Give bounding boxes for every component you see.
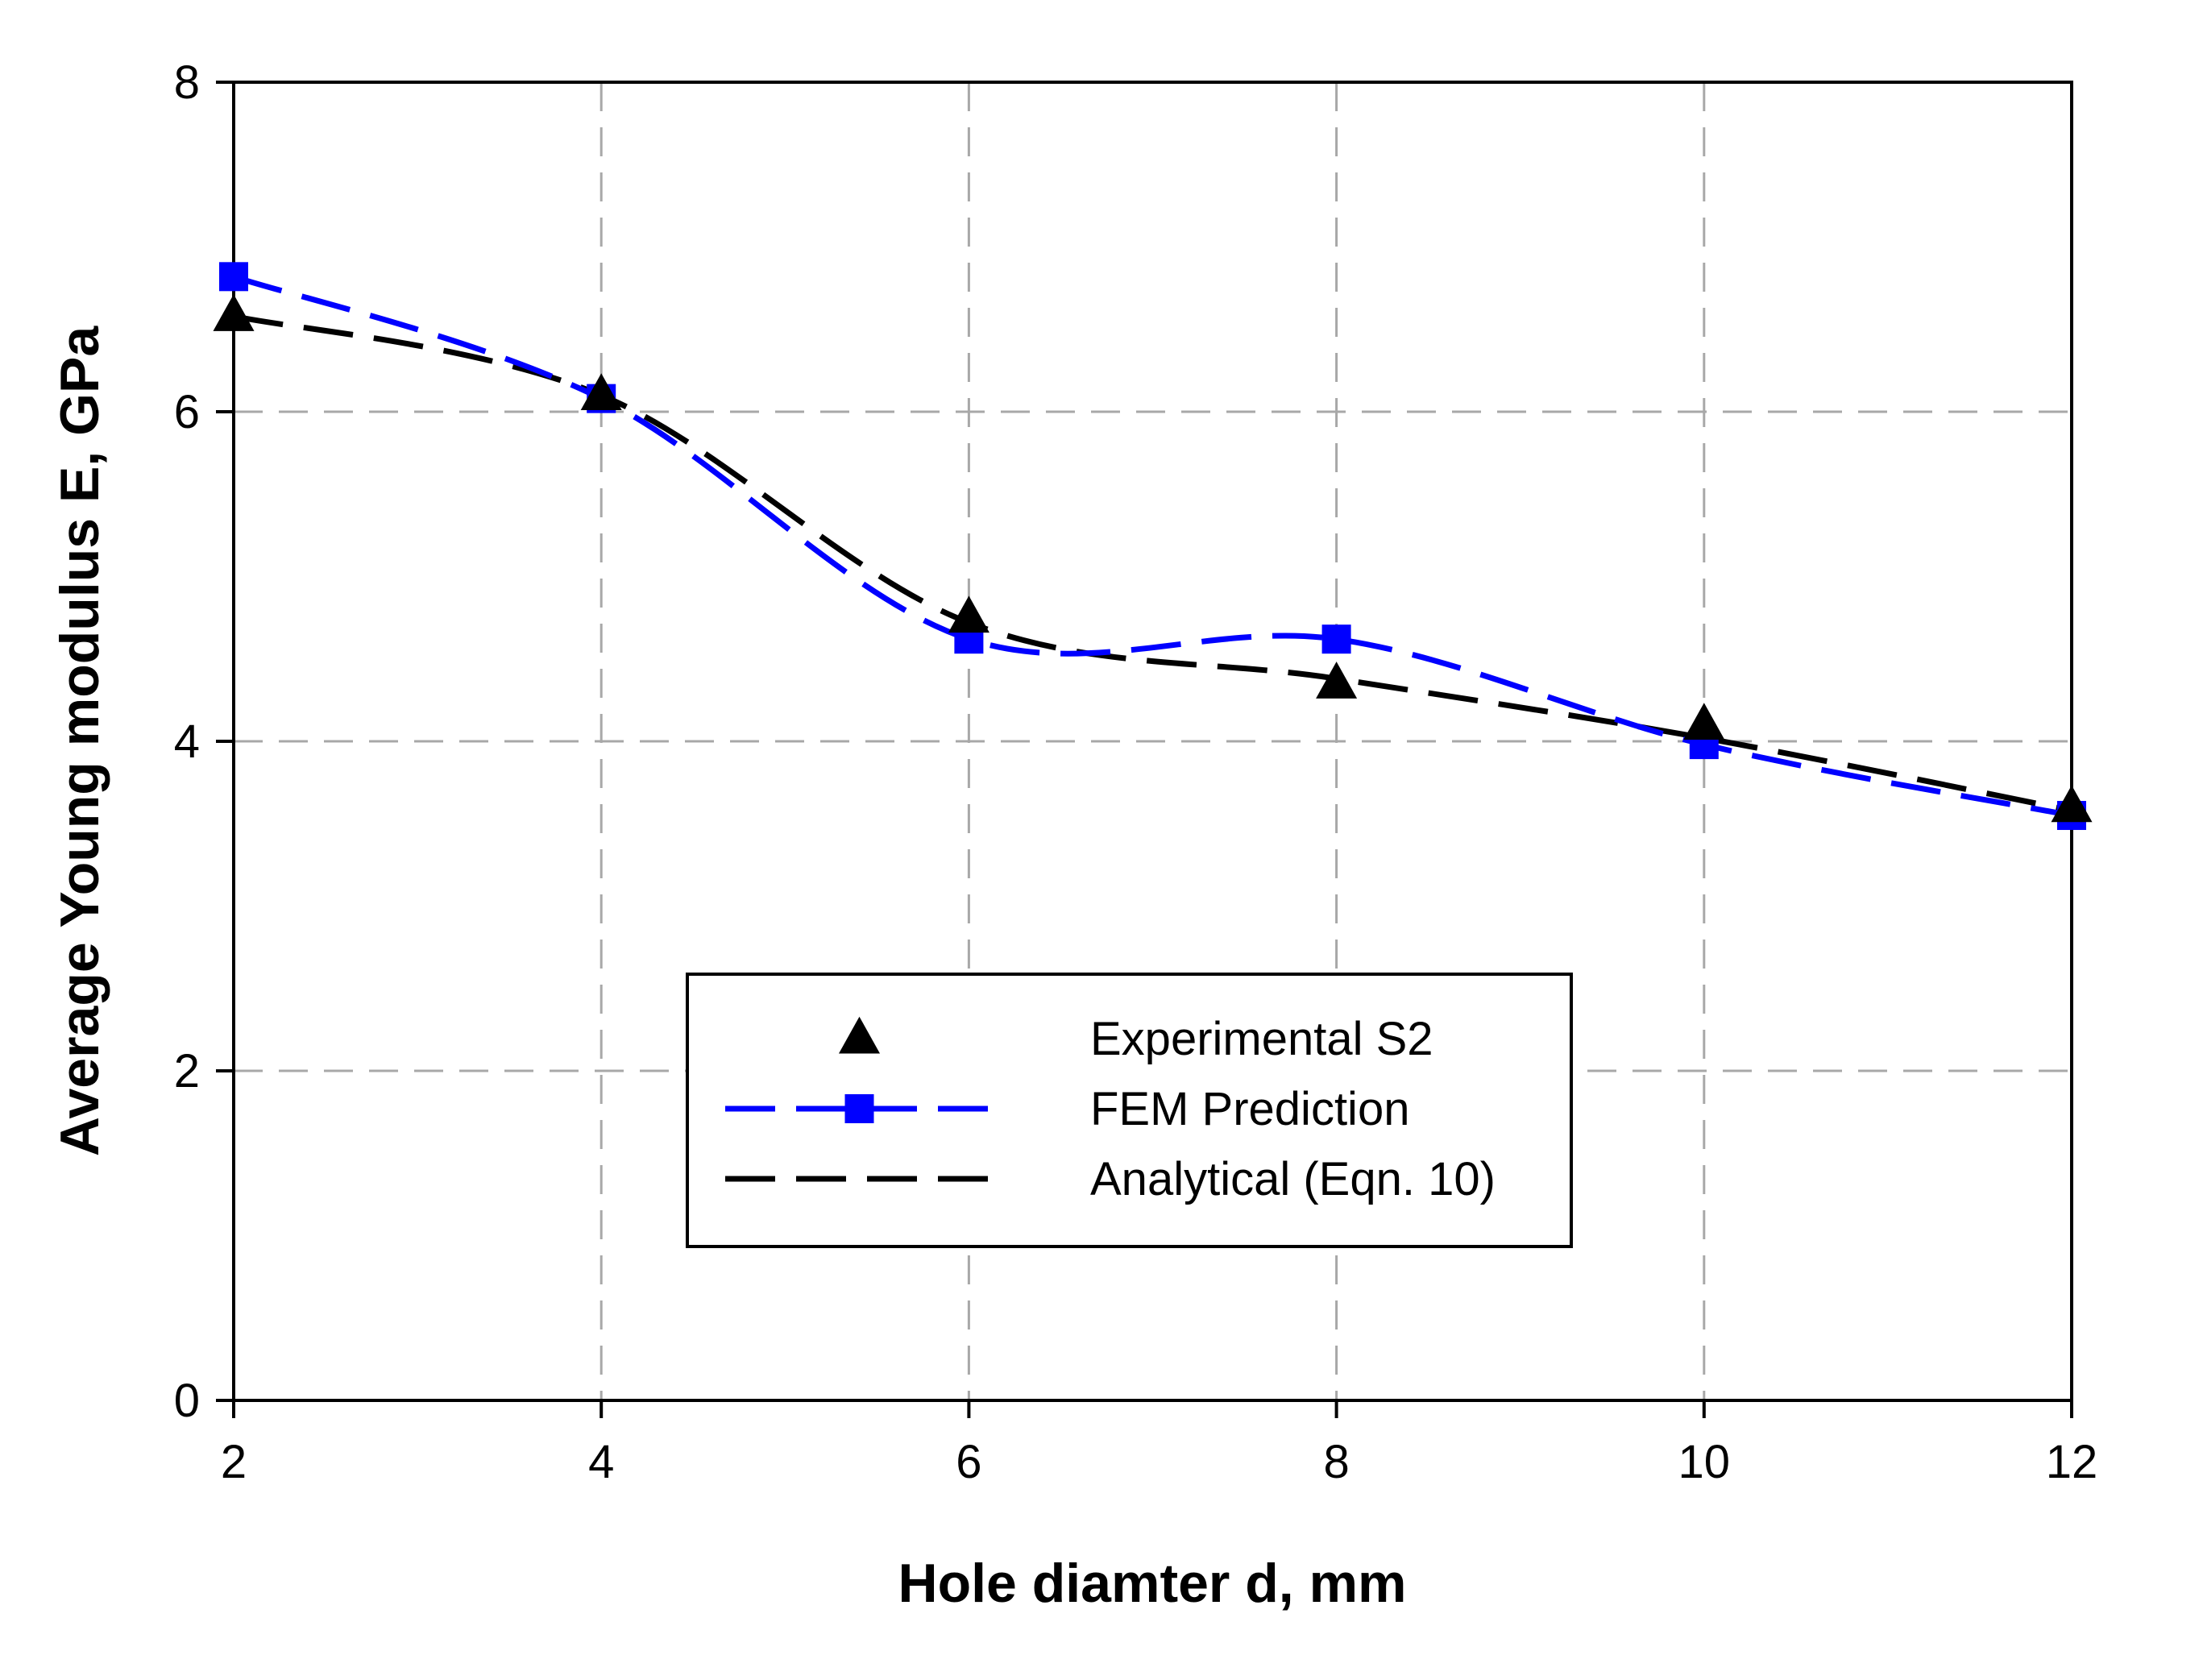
- legend-label: FEM Prediction: [1090, 1083, 1409, 1135]
- y-tick-label: 8: [174, 56, 200, 109]
- x-axis-title: Hole diamter d, mm: [898, 1553, 1406, 1614]
- legend-item: Analytical (Eqn. 10): [725, 1153, 1496, 1205]
- legend-item: Experimental S2: [838, 1013, 1433, 1065]
- square-marker: [1321, 624, 1351, 654]
- y-tick-label: 6: [174, 386, 200, 438]
- x-tick-label: 10: [1678, 1436, 1731, 1488]
- series-2: [233, 313, 2072, 814]
- data-series: [213, 262, 2093, 831]
- triangle-marker: [1316, 662, 1358, 699]
- legend-triangle-marker: [838, 1016, 881, 1054]
- y-tick-label: 4: [174, 716, 200, 768]
- series-line: [233, 313, 2072, 814]
- triangle-marker: [2051, 785, 2093, 823]
- x-tick-label: 8: [1323, 1436, 1349, 1488]
- triangle-marker: [213, 294, 255, 331]
- legend-item: FEM Prediction: [725, 1083, 1409, 1135]
- y-tick-label: 0: [174, 1375, 200, 1427]
- x-tick-label: 2: [221, 1436, 247, 1488]
- legend: Experimental S2 FEM Prediction Analytical …: [686, 973, 1573, 1248]
- x-tick-label: 12: [2046, 1436, 2098, 1488]
- triangle-marker: [580, 373, 622, 411]
- triangle-marker: [948, 595, 989, 633]
- legend-square-marker: [844, 1094, 874, 1123]
- y-axis-title: Average Young modulus E, GPa: [49, 326, 110, 1156]
- legend-label: Analytical (Eqn. 10): [1090, 1153, 1496, 1205]
- x-tick-label: 6: [956, 1436, 981, 1488]
- x-tick-label: 4: [588, 1436, 614, 1488]
- triangle-marker: [1683, 703, 1725, 740]
- series-line: [232, 273, 2072, 819]
- series-0: [213, 294, 2093, 823]
- y-tick-label: 2: [174, 1045, 200, 1097]
- legend-label: Experimental S2: [1090, 1013, 1433, 1065]
- square-marker: [219, 262, 248, 292]
